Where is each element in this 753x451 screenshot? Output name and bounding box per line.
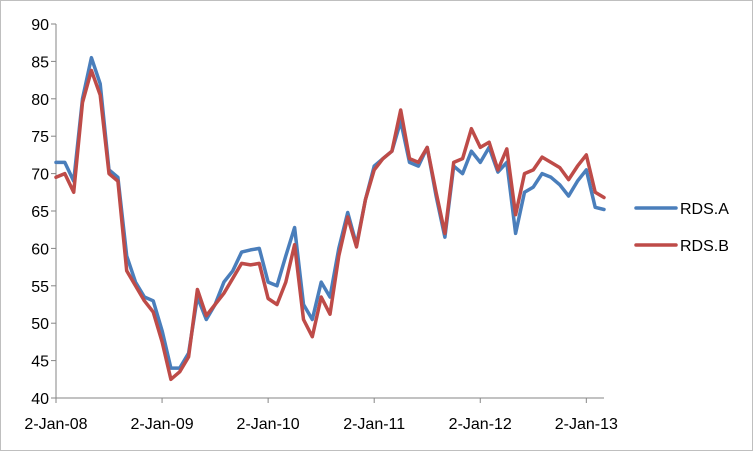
y-tick-label: 90 <box>31 17 49 34</box>
y-tick-label: 75 <box>31 129 49 146</box>
x-tick-label: 2-Jan-10 <box>237 416 300 433</box>
y-tick-label: 85 <box>31 54 49 71</box>
x-axis-ticks: 2-Jan-08 2-Jan-09 2-Jan-10 2-Jan-11 2-Jan-12… <box>24 398 618 433</box>
legend: RDS.A RDS.B <box>634 201 729 255</box>
y-tick-label: 50 <box>31 316 49 333</box>
x-tick-label: 2-Jan-11 <box>343 416 405 433</box>
series-lines <box>54 55 606 382</box>
legend-label: RDS.A <box>680 201 729 218</box>
x-tick-label: 2-Jan-13 <box>555 416 618 433</box>
y-tick-label: 70 <box>31 167 49 184</box>
series-line-rds-b <box>54 68 606 382</box>
legend-label: RDS.B <box>680 238 729 255</box>
y-tick-label: 45 <box>31 354 49 371</box>
y-axis-ticks: 40 45 50 55 60 65 70 75 80 85 90 <box>31 17 56 408</box>
y-tick-label: 80 <box>31 92 49 109</box>
y-tick-label: 65 <box>31 204 49 221</box>
series-line-rds-a <box>54 55 606 370</box>
y-tick-label: 40 <box>31 391 49 408</box>
y-tick-label: 60 <box>31 241 49 258</box>
x-tick-label: 2-Jan-08 <box>24 416 87 433</box>
y-tick-label: 55 <box>31 279 49 296</box>
x-tick-label: 2-Jan-12 <box>449 416 512 433</box>
x-tick-label: 2-Jan-09 <box>130 416 193 433</box>
